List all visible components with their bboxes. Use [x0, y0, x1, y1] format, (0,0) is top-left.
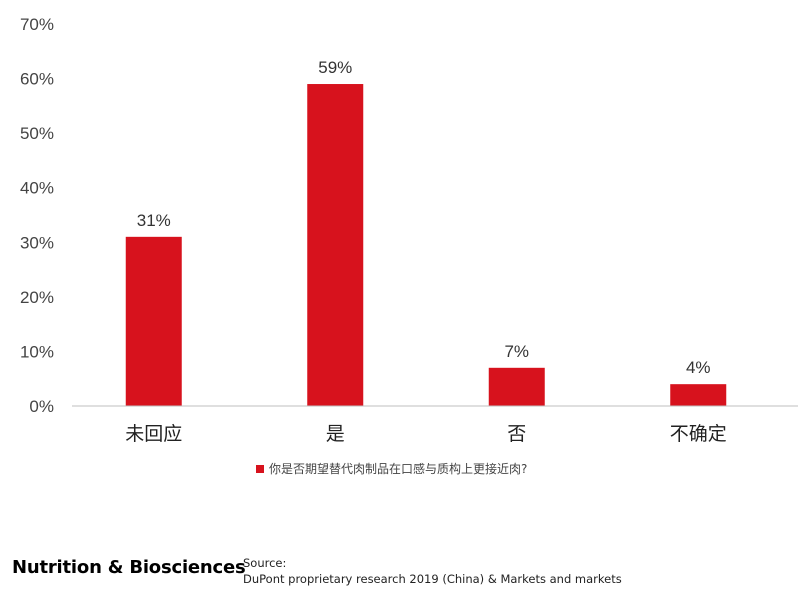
y-tick-label: 60%: [20, 70, 54, 89]
data-labels-group: 31% 59% 7% 4%: [137, 58, 711, 377]
legend: 你是否期望替代肉制品在口感与质构上更接近肉?: [256, 460, 527, 477]
y-axis-ticks: 0% 10% 20% 30% 40% 50% 60% 70%: [20, 15, 54, 416]
y-tick-label: 70%: [20, 15, 54, 34]
category-label-2: 否: [507, 423, 526, 445]
bar-chart: 0% 10% 20% 30% 40% 50% 60% 70% 31% 59% 7% 4% 未回应 是 否…: [20, 15, 798, 445]
bar-0: [125, 236, 182, 406]
category-label-0: 未回应: [125, 423, 182, 445]
y-tick-label: 40%: [20, 179, 54, 198]
legend-swatch: [256, 464, 264, 473]
y-tick-label: 0%: [29, 397, 54, 416]
bar-2: [488, 367, 545, 406]
y-tick-label: 10%: [20, 342, 54, 361]
source-title: Source:: [243, 556, 287, 570]
category-label-1: 是: [326, 423, 345, 445]
y-tick-label: 50%: [20, 124, 54, 143]
legend-label: 你是否期望替代肉制品在口感与质构上更接近肉?: [269, 462, 528, 476]
data-label-3: 4%: [686, 358, 711, 377]
category-label-3: 不确定: [670, 423, 727, 445]
data-label-2: 7%: [504, 342, 529, 361]
source-note: Source: DuPont proprietary research 2019…: [243, 555, 622, 587]
data-label-0: 31%: [137, 211, 171, 230]
source-text: DuPont proprietary research 2019 (China)…: [243, 572, 622, 586]
bar-3: [670, 384, 727, 406]
bar-1: [307, 84, 364, 407]
brand-logo-text: Nutrition & Biosciences: [12, 557, 246, 578]
y-tick-label: 20%: [20, 288, 54, 307]
data-label-1: 59%: [318, 58, 352, 77]
bars-group: [125, 84, 727, 407]
category-labels-group: 未回应 是 否 不确定: [125, 423, 727, 445]
y-tick-label: 30%: [20, 233, 54, 252]
